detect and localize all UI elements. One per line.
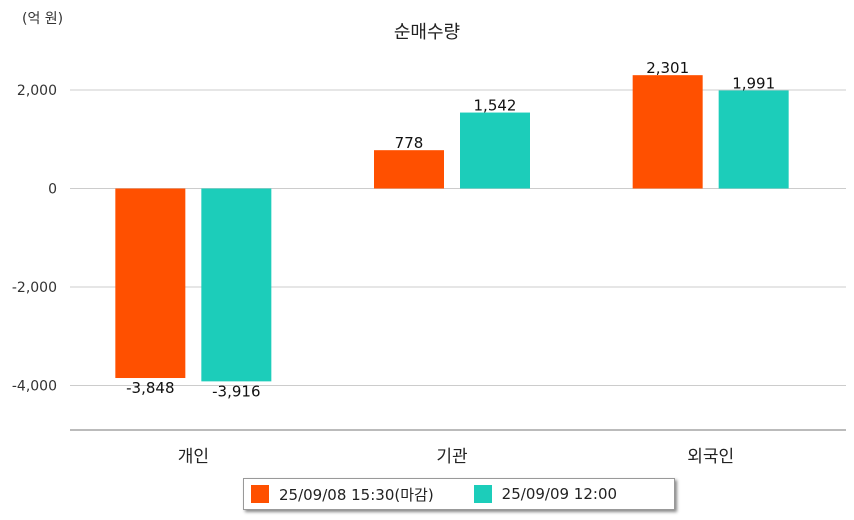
bar: [201, 188, 272, 382]
y-tick-label: -2,000: [12, 280, 57, 296]
bar: [115, 188, 186, 379]
data-label: 1,991: [732, 74, 775, 92]
bar: [460, 112, 530, 189]
bar: [632, 75, 703, 189]
chart-legend: 25/09/08 15:30(마감) 25/09/09 12:00: [243, 478, 675, 510]
data-label: 778: [395, 134, 424, 152]
y-tick-label: -4,000: [12, 379, 57, 395]
data-label: -3,848: [126, 379, 174, 397]
x-tick-label: 외국인: [687, 447, 734, 467]
legend-swatch-series1: [251, 485, 269, 503]
data-label: 1,542: [474, 97, 517, 115]
y-tick-label: 2,000: [17, 83, 57, 99]
unit-label: (억 원): [22, 11, 64, 27]
chart-plot: -4,000 -2,000 0 2,000 개인 -3,848 -3,916 기관 778 1,5…: [12, 59, 846, 467]
data-label: 2,301: [646, 59, 689, 77]
legend-label-series1: 25/09/08 15:30(마감): [279, 485, 434, 504]
x-tick-label: 개인: [178, 447, 209, 467]
chart-title: 순매수량: [393, 22, 461, 43]
legend-item-series1: 25/09/08 15:30(마감): [251, 484, 434, 505]
y-tick-label: 0: [48, 182, 57, 198]
legend-item-series2: 25/09/09 12:00: [473, 485, 618, 503]
legend-label-series2: 25/09/09 12:00: [501, 485, 618, 503]
legend-swatch-series2: [473, 485, 492, 503]
x-tick-label: 기관: [436, 447, 467, 467]
bar: [718, 90, 789, 189]
data-label: -3,916: [212, 382, 260, 400]
bar: [374, 150, 444, 189]
